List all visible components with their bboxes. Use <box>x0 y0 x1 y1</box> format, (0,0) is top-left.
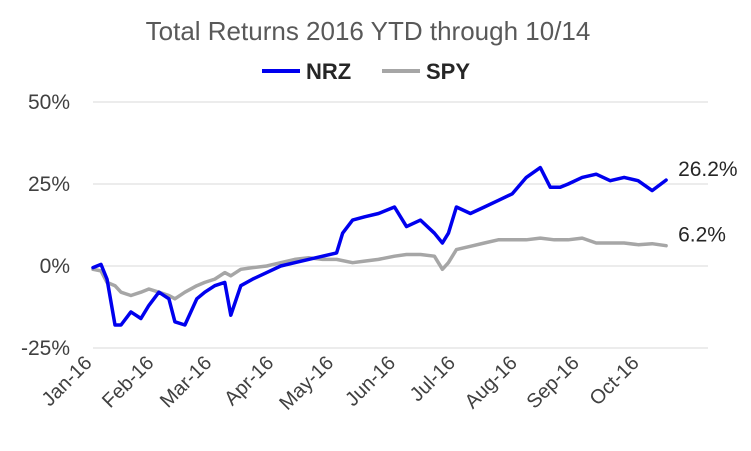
x-tick-label: Aug-16 <box>461 352 522 413</box>
legend: NRZ SPY <box>262 59 470 84</box>
y-tick-label: 25% <box>28 173 70 196</box>
x-tick-label: Jan-16 <box>38 352 97 411</box>
series-end-labels: 6.2% 26.2% <box>678 158 738 247</box>
series-line-spy <box>91 236 668 301</box>
y-tick-label: 0% <box>40 255 70 278</box>
gridlines <box>93 101 708 349</box>
y-tick-label: -25% <box>21 337 70 360</box>
legend-label-nrz: NRZ <box>306 59 351 84</box>
x-tick-label: May-16 <box>275 352 338 415</box>
x-tick-label: Sep-16 <box>523 352 584 413</box>
legend-label-spy: SPY <box>426 59 470 84</box>
chart-title: Total Returns 2016 YTD through 10/14 <box>146 16 591 46</box>
y-tick-label: 50% <box>28 91 70 114</box>
x-tick-label: Jul-16 <box>406 352 460 406</box>
end-label-nrz: 26.2% <box>678 158 738 181</box>
x-tick-label: Jun-16 <box>341 352 400 411</box>
x-tick-label: Feb-16 <box>98 352 158 412</box>
series-lines <box>91 165 668 327</box>
end-label-spy: 6.2% <box>678 224 726 247</box>
x-tick-label: Mar-16 <box>156 352 216 412</box>
series-line-nrz <box>91 165 668 327</box>
x-tick-label: Oct-16 <box>586 352 644 410</box>
y-axis-ticks: 50% 25% 0% -25% <box>21 91 70 360</box>
x-tick-label: Apr-16 <box>220 352 278 410</box>
